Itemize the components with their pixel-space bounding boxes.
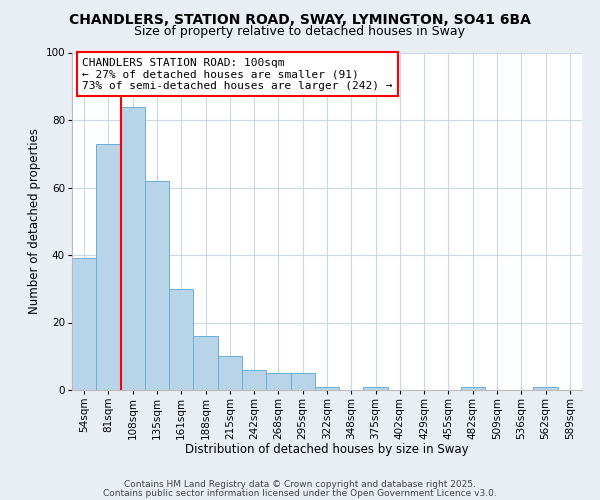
Bar	[218, 356, 242, 390]
Bar	[72, 258, 96, 390]
Text: Size of property relative to detached houses in Sway: Size of property relative to detached ho…	[134, 25, 466, 38]
Bar	[121, 106, 145, 390]
Bar	[533, 386, 558, 390]
Text: Contains public sector information licensed under the Open Government Licence v3: Contains public sector information licen…	[103, 488, 497, 498]
X-axis label: Distribution of detached houses by size in Sway: Distribution of detached houses by size …	[185, 443, 469, 456]
Bar	[364, 386, 388, 390]
Bar	[145, 180, 169, 390]
Bar	[96, 144, 121, 390]
Bar	[266, 373, 290, 390]
Bar	[169, 289, 193, 390]
Bar	[242, 370, 266, 390]
Bar	[461, 386, 485, 390]
Bar	[290, 373, 315, 390]
Bar	[315, 386, 339, 390]
Text: CHANDLERS, STATION ROAD, SWAY, LYMINGTON, SO41 6BA: CHANDLERS, STATION ROAD, SWAY, LYMINGTON…	[69, 12, 531, 26]
Text: CHANDLERS STATION ROAD: 100sqm
← 27% of detached houses are smaller (91)
73% of : CHANDLERS STATION ROAD: 100sqm ← 27% of …	[82, 58, 392, 91]
Text: Contains HM Land Registry data © Crown copyright and database right 2025.: Contains HM Land Registry data © Crown c…	[124, 480, 476, 489]
Y-axis label: Number of detached properties: Number of detached properties	[28, 128, 41, 314]
Bar	[193, 336, 218, 390]
